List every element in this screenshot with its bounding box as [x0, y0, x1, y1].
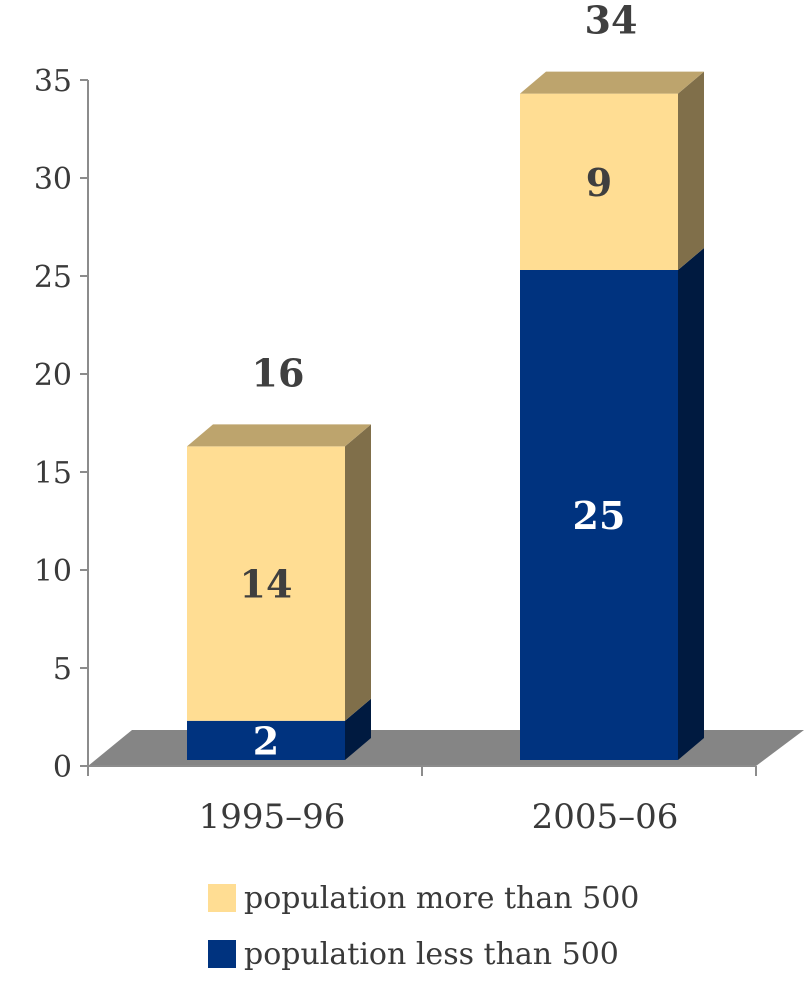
legend-item: population less than 500: [208, 937, 619, 972]
bar-segment-front: [187, 720, 345, 760]
y-tick-label: 5: [53, 652, 72, 687]
legend-swatch: [208, 884, 236, 912]
data-label-layer: 2 14 16 25 9 34: [240, 0, 638, 763]
segment-value-label: 14: [240, 562, 293, 607]
segment-value-label: 9: [586, 160, 612, 205]
y-tick-label: 30: [34, 162, 72, 197]
y-tick-label: 35: [34, 64, 72, 99]
bar-segment-side: [678, 71, 704, 270]
legend-item: population more than 500: [208, 881, 639, 916]
x-tick-label: 1995–96: [199, 797, 346, 837]
segment-value-label: 2: [253, 718, 279, 763]
y-axis-layer: 0 5 10 15 20 25 30 35 1995–96 2005–06: [34, 64, 757, 837]
bar-stack-0: [187, 424, 371, 760]
legend-swatch: [208, 940, 236, 968]
y-tick-label: 0: [53, 750, 72, 785]
bar-segment-side: [345, 424, 371, 721]
bar-segment-front: [520, 93, 678, 270]
bar-segment-side: [345, 698, 371, 760]
bar-stack-1: [520, 71, 704, 760]
legend-label: population more than 500: [244, 881, 639, 916]
segment-value-label: 25: [573, 493, 626, 538]
bar-segment-side: [678, 248, 704, 760]
y-tick-label: 25: [34, 260, 72, 295]
y-tick-label: 15: [34, 456, 72, 491]
bar-top-face: [187, 424, 371, 447]
legend: population more than 500 population less …: [208, 881, 639, 972]
y-tick-label: 10: [34, 554, 72, 589]
bar-segment-front: [520, 270, 678, 760]
total-value-label: 16: [252, 350, 305, 395]
bar-segment-front: [187, 446, 345, 721]
total-value-label: 34: [585, 0, 638, 43]
bar-top-face: [520, 71, 704, 94]
bar-layer: [187, 71, 704, 760]
legend-label: population less than 500: [244, 937, 619, 972]
x-tick-label: 2005–06: [532, 797, 679, 837]
y-tick-label: 20: [34, 358, 72, 393]
